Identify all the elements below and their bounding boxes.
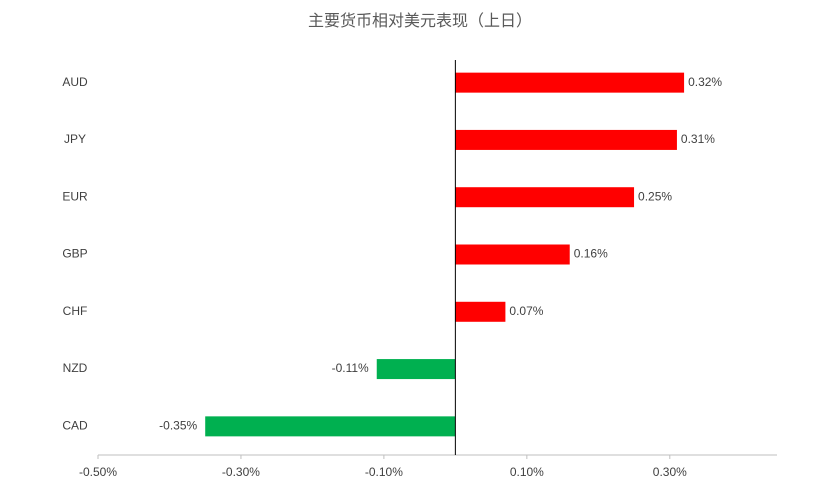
bar xyxy=(455,187,635,208)
y-tick-label: EUR xyxy=(62,189,88,203)
x-tick-label: -0.10% xyxy=(365,465,403,479)
value-label: 0.32% xyxy=(688,75,722,89)
value-label: 0.07% xyxy=(509,304,543,318)
bar xyxy=(455,301,506,322)
y-tick-label: CHF xyxy=(63,304,88,318)
x-tick-label: -0.50% xyxy=(79,465,117,479)
bar xyxy=(376,359,456,380)
value-label: -0.35% xyxy=(159,419,197,433)
bar xyxy=(455,129,677,150)
y-tick-label: AUD xyxy=(62,75,88,89)
y-tick-label: CAD xyxy=(62,419,88,433)
bar xyxy=(455,72,685,93)
bar xyxy=(205,416,456,437)
x-tick-label: 0.30% xyxy=(653,465,687,479)
x-tick-label: -0.30% xyxy=(222,465,260,479)
value-label: -0.11% xyxy=(332,361,369,375)
value-label: 0.16% xyxy=(574,247,608,261)
x-tick-label: 0.10% xyxy=(510,465,544,479)
bar xyxy=(455,244,570,265)
y-tick-label: GBP xyxy=(62,247,87,261)
y-tick-label: NZD xyxy=(63,361,88,375)
value-label: 0.25% xyxy=(638,189,672,203)
value-label: 0.31% xyxy=(681,132,715,146)
chart-title: 主要货币相对美元表现（上日） xyxy=(308,12,532,30)
y-tick-label: JPY xyxy=(64,132,86,146)
